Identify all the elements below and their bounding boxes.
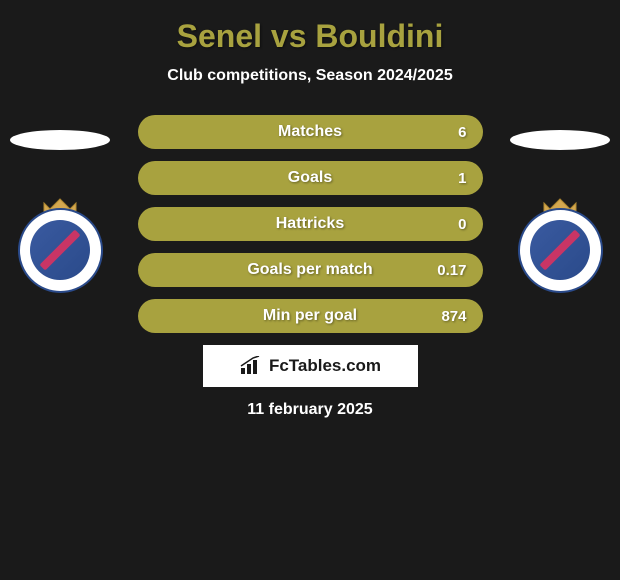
stat-row-hattricks: Hattricks 0 (138, 207, 483, 241)
badge-outer-circle (518, 208, 603, 293)
stat-value: 0 (458, 216, 466, 233)
club-badge-right (510, 205, 610, 295)
main-container: Senel vs Bouldini Club competitions, Sea… (0, 0, 620, 580)
stat-row-min-per-goal: Min per goal 874 (138, 299, 483, 333)
stats-rows: Matches 6 Goals 1 Hattricks 0 Goals per … (138, 115, 483, 333)
left-player-column (10, 115, 110, 295)
club-badge-left (10, 205, 110, 295)
badge-outer-circle (18, 208, 103, 293)
stat-value: 0.17 (437, 262, 466, 279)
brand-box[interactable]: FcTables.com (203, 345, 418, 387)
stat-row-goals-per-match: Goals per match 0.17 (138, 253, 483, 287)
brand-chart-icon (239, 356, 263, 376)
player-silhouette-right (510, 130, 610, 150)
page-title: Senel vs Bouldini (0, 18, 620, 55)
stat-row-matches: Matches 6 (138, 115, 483, 149)
stat-value: 1 (458, 170, 466, 187)
badge-inner (530, 220, 590, 280)
date-text: 11 february 2025 (0, 401, 620, 419)
badge-flag-stripe (539, 229, 580, 270)
stats-area: Matches 6 Goals 1 Hattricks 0 Goals per … (0, 115, 620, 333)
subtitle: Club competitions, Season 2024/2025 (0, 67, 620, 85)
stat-label: Hattricks (276, 215, 344, 233)
stat-label: Min per goal (263, 307, 357, 325)
stat-label: Matches (278, 123, 342, 141)
badge-flag-stripe (39, 229, 80, 270)
stat-value: 6 (458, 124, 466, 141)
stat-row-goals: Goals 1 (138, 161, 483, 195)
right-player-column (510, 115, 610, 295)
brand-text: FcTables.com (269, 356, 381, 376)
stat-value: 874 (441, 308, 466, 325)
stat-label: Goals per match (247, 261, 372, 279)
player-silhouette-left (10, 130, 110, 150)
stat-label: Goals (288, 169, 332, 187)
badge-inner (30, 220, 90, 280)
